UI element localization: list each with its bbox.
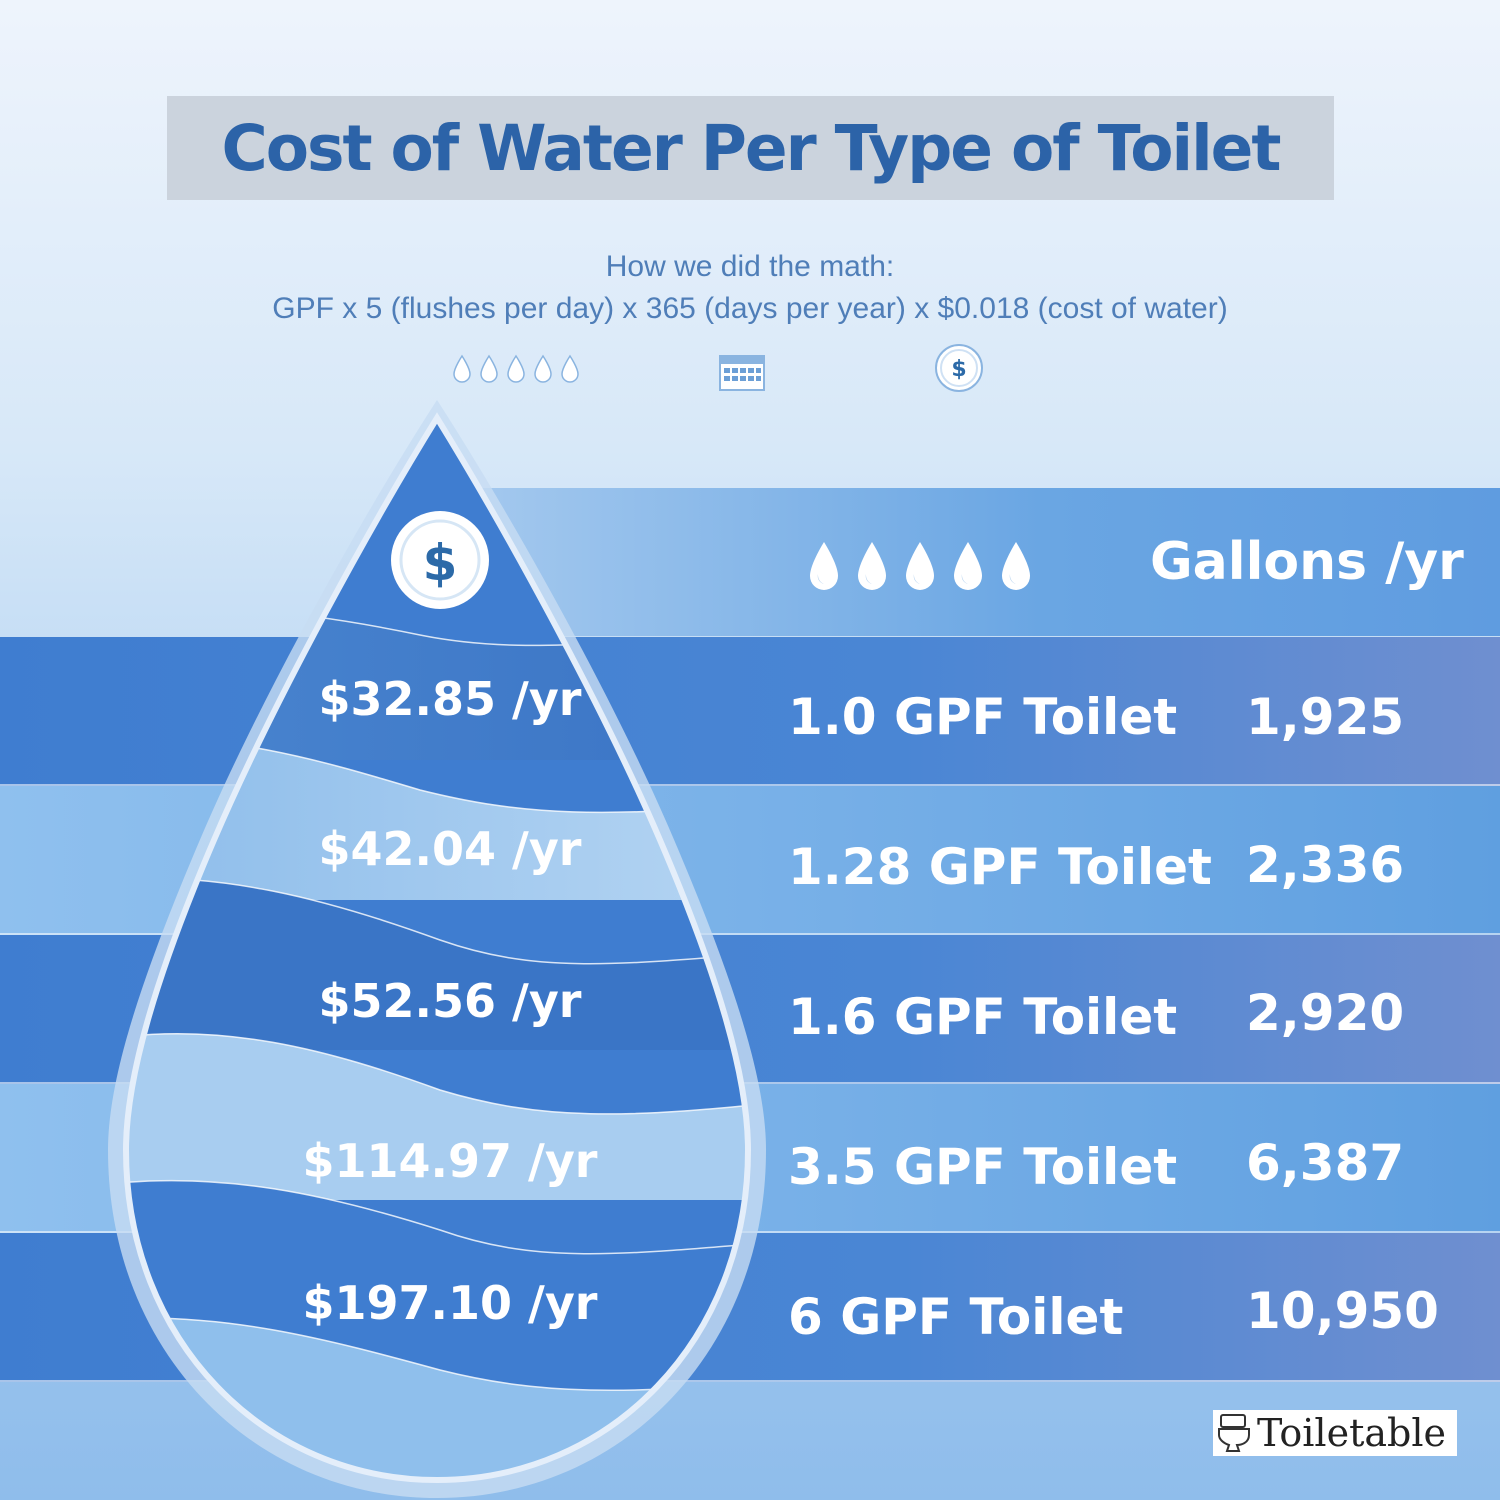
annual-cost: $52.56 /yr [318,974,582,1028]
toilet-type-label: 1.0 GPF Toilet [788,688,1178,746]
math-formula: GPF x 5 (flushes per day) x 365 (days pe… [272,292,1228,325]
annual-cost: $114.97 /yr [302,1134,598,1188]
title-banner: Cost of Water Per Type of Toilet [167,96,1334,200]
gallons-value: 2,920 [1246,984,1405,1042]
dollar-symbol: $ [423,534,458,592]
annual-cost: $42.04 /yr [318,822,582,876]
formula-icons: $ [0,340,1500,400]
water-drops-icon [810,542,1030,590]
toilet-type-label: 6 GPF Toilet [788,1288,1124,1346]
toilet-icon [1218,1414,1250,1452]
dollar-coin-icon: $ [935,344,983,392]
brand-name: Toiletable [1257,1411,1446,1455]
gallons-value: 6,387 [1246,1134,1405,1192]
gallons-header: Gallons /yr [1150,532,1464,592]
page-title: Cost of Water Per Type of Toilet [221,111,1281,185]
table-header-band [480,488,1500,636]
dollar-coin-icon: $ [391,511,489,609]
gallons-value: 1,925 [1246,688,1405,746]
toilet-type-label: 1.6 GPF Toilet [788,988,1178,1046]
math-heading: How we did the math: [605,250,895,283]
gallons-value: 10,950 [1246,1282,1439,1340]
toilet-type-label: 1.28 GPF Toilet [788,838,1212,896]
gallons-value: 2,336 [1246,836,1405,894]
brand-logo: Toiletable [1213,1410,1457,1456]
annual-cost: $197.10 /yr [302,1276,598,1330]
annual-cost: $32.85 /yr [318,672,582,726]
calendar-icon [719,355,765,391]
water-drops-icon [453,354,579,383]
toilet-type-label: 3.5 GPF Toilet [788,1138,1178,1196]
svg-text:$: $ [951,357,966,382]
